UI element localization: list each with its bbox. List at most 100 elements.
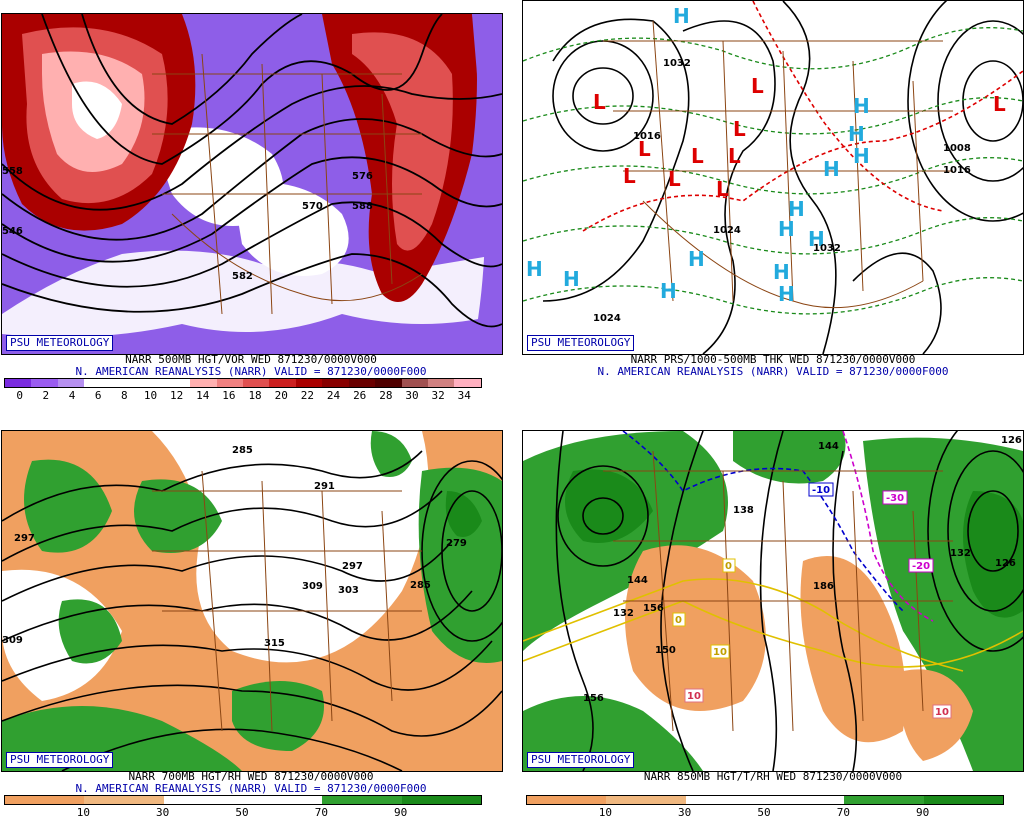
isobar-label: 1024 [713,225,741,236]
scale-label: 6 [94,389,102,402]
scale-label: 34 [457,389,471,402]
scale-label: 30 [156,806,170,819]
scale-label: 4 [68,389,76,402]
panel-caption: NARR 500MB HGT/VOR WED 871230/0000V000 [125,353,377,366]
isobar-label: 1032 [663,58,691,69]
low-pressure-symbol: L [733,117,746,141]
contour-label: 156 [583,693,604,704]
low-pressure-symbol: L [623,164,636,188]
contour-label: 285 [232,445,253,456]
rh-color-scale [526,795,1004,805]
scale-label: 0 [16,389,23,402]
scale-swatch [84,379,111,387]
panel-subcaption: N. AMERICAN REANALYSIS (NARR) VALID = 87… [75,782,427,795]
scale-swatch [401,379,428,387]
rh-scale-labels: 10 30 50 70 90 [4,807,480,819]
contour-label: 309 [2,635,23,646]
contour-label: 588 [352,201,373,212]
high-pressure-symbol: H [853,94,870,118]
scale-label: 24 [326,389,341,402]
scale-swatch [57,379,85,387]
high-pressure-symbol: H [526,257,543,281]
high-pressure-symbol: H [788,197,805,221]
isotherm-label: -30 [886,493,904,504]
scale-swatch [923,796,1003,804]
high-pressure-symbol: H [563,267,580,291]
scale-label: 50 [235,806,249,819]
high-pressure-symbol: H [660,279,677,303]
contour-label: 126 [995,558,1016,569]
panel-subcaption: N. AMERICAN REANALYSIS (NARR) VALID = 87… [75,365,427,378]
scale-swatch [31,379,58,387]
scale-swatch [295,379,323,387]
isotherm-label: 0 [675,615,682,626]
contour-label: 132 [950,548,971,559]
contour-label: 297 [14,533,35,544]
isotherm-label: -20 [912,561,930,572]
scale-label: 20 [274,389,288,402]
scale-label: 18 [248,389,262,402]
low-pressure-symbol: L [638,137,651,161]
scale-swatch [84,796,164,804]
map-mslp: H H H H H H H H H H H H H H L L L L L L [522,0,1024,355]
scale-label: 8 [120,389,128,402]
vorticity-scale-labels: 0 2 4 6 8 10 12 14 16 18 20 22 24 26 28 30 32 34 [4,390,480,402]
contour-label: 297 [342,561,363,572]
scale-swatch [5,796,85,804]
psu-badge: PSU METEOROLOGY [527,752,635,768]
high-pressure-symbol: H [778,217,795,241]
contour-label: 279 [446,538,467,549]
scale-swatch [764,796,845,804]
isotherm-label: -10 [812,485,830,496]
scale-label: 32 [431,389,445,402]
contour-label: 576 [352,171,373,182]
scale-label: 10 [143,389,158,402]
scale-label: 22 [300,389,314,402]
scale-label: 90 [394,806,408,819]
scale-swatch [242,379,270,387]
low-pressure-symbol: L [716,177,729,201]
scale-swatch [190,379,217,387]
high-pressure-symbol: H [808,227,825,251]
high-pressure-symbol: H [848,122,865,146]
scale-swatch [322,796,402,804]
scale-label: 10 [76,806,90,819]
scale-swatch [428,379,455,387]
contour-label: 144 [627,575,648,586]
scale-swatch [685,796,765,804]
scale-label: 90 [916,806,930,819]
scale-label: 14 [196,389,210,402]
map-850mb: 144 138 132 126 156 150 144 126 132 156 … [522,430,1024,772]
low-pressure-symbol: L [751,74,764,98]
map-500mb: 570 576 582 558 546 588 PSU METEOROLOGY [1,13,503,355]
contour-label: 144 [818,441,839,452]
panel-caption: NARR 700MB HGT/RH WED 871230/0000V000 [128,770,374,783]
scale-label: 26 [353,389,367,402]
isotherm-label: 0 [725,561,732,572]
panel-caption: NARR 850MB HGT/T/RH WED 871230/0000V000 [643,770,903,783]
isobar-label: 1016 [943,165,971,176]
isobar-label: 1016 [633,131,661,142]
contour-label: 570 [302,201,323,212]
isotherm-label: 10 [713,647,727,658]
contour-label: 315 [264,638,285,649]
isotherm-label: 10 [935,707,949,718]
contour-label: 156 [643,603,664,614]
scale-label: 2 [42,389,50,402]
isobar-label: 1024 [593,313,621,324]
vorticity-field: 570 576 582 558 546 588 [2,14,502,354]
scale-label: 10 [598,806,612,819]
scale-swatch [401,796,481,804]
high-pressure-symbol: H [853,144,870,168]
scale-swatch [322,379,349,387]
high-pressure-symbol: H [688,247,705,271]
panel-caption: NARR PRS/1000-500MB THK WED 871230/0000V… [630,353,916,366]
low-pressure-symbol: L [993,92,1006,116]
scale-swatch [137,379,164,387]
psu-badge: PSU METEOROLOGY [6,752,114,768]
scale-swatch [348,379,376,387]
scale-swatch [375,379,402,387]
high-pressure-symbol: H [823,157,840,181]
contour-label: 309 [302,581,323,592]
scale-label: 28 [379,389,393,402]
